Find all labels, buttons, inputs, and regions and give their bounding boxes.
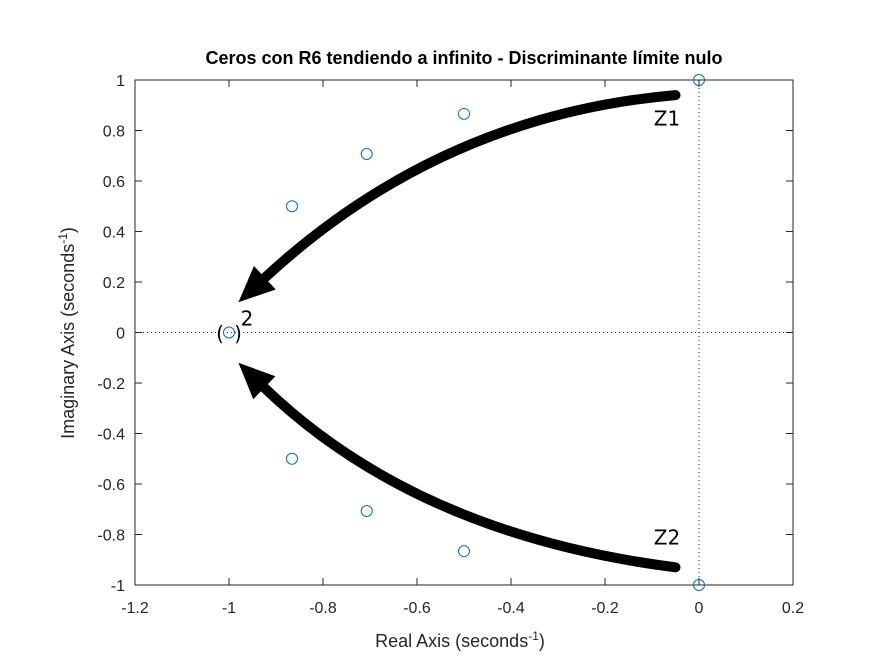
x-tick-label: -0.6	[403, 600, 431, 617]
y-tick-label: -0.4	[97, 427, 125, 444]
plot-area: -1.2 -1 -0.8 -0.6 -0.4 -0.2 0 0.2 1 0.8 0.6 0.4 0.2 0…	[97, 73, 804, 617]
y-tick-label: -1	[111, 578, 125, 595]
x-tick-label: -0.4	[497, 600, 525, 617]
y-tick-label: 1	[116, 73, 125, 90]
multiplicity-open-paren: (	[216, 322, 224, 346]
arrow-shaft	[259, 382, 681, 573]
zero-marker	[360, 505, 373, 518]
y-axis-label: Imaginary Axis (seconds-1)	[56, 227, 78, 439]
zero-marker	[360, 147, 373, 160]
zero-marker	[693, 579, 705, 591]
x-axis-label: Real Axis (seconds-1)	[375, 629, 545, 651]
y-axis-label-exponent: -1	[56, 233, 70, 244]
arrow-head	[238, 266, 276, 303]
y-tick-label: 0.8	[103, 124, 125, 141]
zero-marker	[458, 545, 470, 558]
zero-marker	[285, 452, 298, 465]
x-tick-label: 0	[695, 600, 704, 617]
arrow-head	[238, 362, 276, 400]
y-tick-label: -0.6	[97, 477, 125, 494]
y-tick-label: -0.8	[97, 528, 125, 545]
multiplicity-close-paren: )	[234, 322, 242, 346]
annotation-z1: Z1	[654, 106, 680, 130]
y-tick-label: -0.2	[97, 376, 125, 393]
x-tick-label: -0.2	[591, 600, 619, 617]
chart-title: Ceros con R6 tendiendo a infinito - Disc…	[205, 48, 722, 68]
zero-marker	[223, 326, 235, 339]
arrow-shaft	[259, 90, 681, 283]
y-tick-label: 0.6	[103, 174, 125, 191]
x-tick-label: -0.8	[309, 600, 337, 617]
y-tick-label: 0.2	[103, 275, 125, 292]
zero-marker	[458, 107, 470, 120]
y-axis-label-close: )	[58, 227, 78, 233]
zero-marker	[285, 200, 298, 213]
zero-marker	[693, 74, 705, 86]
multiplicity-exponent: 2	[241, 307, 254, 331]
x-axis-label-exponent: -1	[528, 629, 539, 643]
y-tick-label: 0.4	[103, 225, 125, 242]
x-tick-label: 0.2	[782, 600, 804, 617]
y-tick-label: 0	[116, 326, 125, 343]
x-tick-label: -1	[222, 600, 236, 617]
x-axis-label-close: )	[539, 631, 545, 651]
x-tick-label: -1.2	[121, 600, 149, 617]
annotation-z2: Z2	[654, 526, 680, 550]
